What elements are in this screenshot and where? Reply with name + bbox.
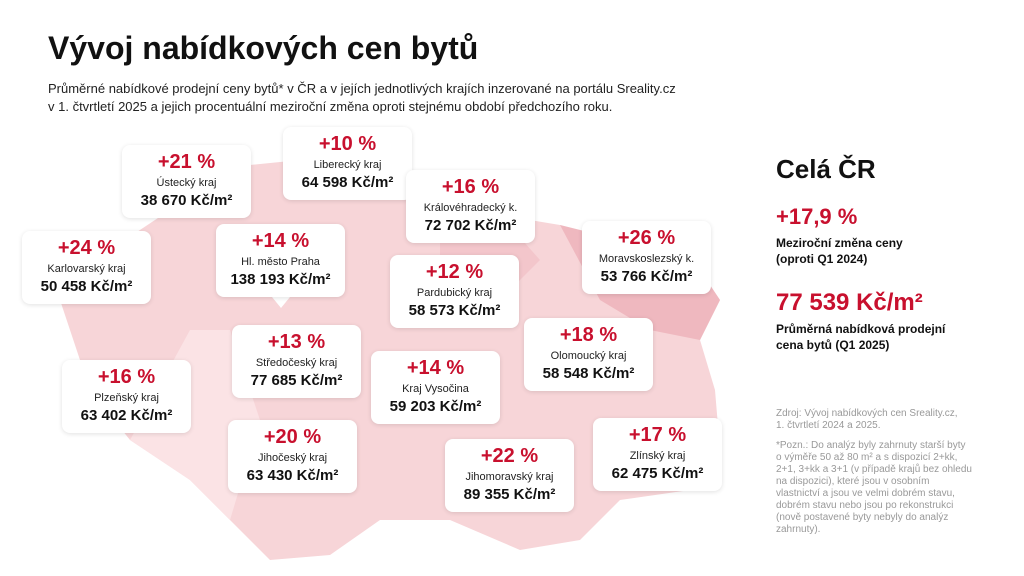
region-name: Plzeňský kraj: [94, 392, 159, 404]
note: *Pozn.: Do analýz byly zahrnuty starší b…: [776, 440, 966, 451]
region-price: 62 475 Kč/m²: [611, 465, 704, 482]
summary-title: Celá ČR: [776, 154, 876, 184]
region-price: 63 430 Kč/m²: [246, 467, 339, 484]
summary-label: Průměrná nabídková prodejní: [776, 322, 946, 336]
region-card: +13 % Středočeský kraj 77 685 Kč/m²: [232, 325, 361, 398]
source: Zdroj: Vývoj nabídkových cen Sreality.cz…: [776, 408, 958, 419]
region-change: +16 %: [97, 366, 156, 388]
region-change: +22 %: [480, 445, 539, 467]
region-card: +26 % Moravskoslezský k. 53 766 Kč/m²: [582, 221, 711, 294]
region-price: 58 573 Kč/m²: [408, 302, 501, 319]
region-change: +20 %: [263, 426, 322, 448]
region-price: 53 766 Kč/m²: [600, 268, 693, 285]
region-change: +17 %: [628, 424, 687, 446]
note: (nově postavené byty nebyly do analýz: [776, 512, 949, 523]
summary-label: cena bytů (Q1 2025): [776, 338, 890, 352]
region-card: +16 % Plzeňský kraj 63 402 Kč/m²: [62, 360, 191, 433]
region-card: +16 % Královéhradecký k. 72 702 Kč/m²: [406, 170, 535, 243]
region-price: 64 598 Kč/m²: [301, 174, 394, 191]
region-name: Jihomoravský kraj: [465, 471, 554, 483]
region-name: Středočeský kraj: [255, 357, 338, 369]
subtitle: Průměrné nabídkové prodejní ceny bytů* v…: [48, 81, 676, 96]
region-name: Karlovarský kraj: [47, 263, 126, 275]
subtitle: v 1. čtvrtletí 2025 a jejich procentuáln…: [48, 99, 613, 114]
footnotes: Zdroj: Vývoj nabídkových cen Sreality.cz…: [776, 408, 972, 536]
region-change: +12 %: [425, 261, 484, 283]
region-price: 38 670 Kč/m²: [140, 192, 233, 209]
region-change: +26 %: [617, 227, 676, 249]
region-price: 77 685 Kč/m²: [250, 372, 343, 389]
region-change: +21 %: [157, 151, 216, 173]
note: o výměře 50 až 80 m² a s dispozicí 2+kk,: [776, 452, 958, 463]
region-card: +14 % Hl. město Praha 138 193 Kč/m²: [216, 224, 345, 297]
region-name: Zlínský kraj: [629, 450, 686, 462]
region-price: 89 355 Kč/m²: [463, 486, 556, 503]
region-name: Pardubický kraj: [416, 287, 493, 299]
note: 2+1, 3+kk a 3+1 (v případě krajů bez ohl…: [776, 464, 972, 475]
region-name: Liberecký kraj: [313, 159, 382, 171]
note: vlastnictví a jsou ve velmi dobrém stavu…: [776, 488, 955, 499]
source: 1. čtvrtletí 2024 a 2025.: [776, 420, 881, 431]
title: Vývoj nabídkových cen bytů: [48, 30, 479, 66]
region-shade: [130, 330, 260, 520]
region-change: +18 %: [559, 324, 618, 346]
region-card: +14 % Kraj Vysočina 59 203 Kč/m²: [371, 351, 500, 424]
note: na dispozici), které jsou v osobním: [776, 476, 930, 487]
region-name: Olomoucký kraj: [550, 350, 627, 362]
region-card: +12 % Pardubický kraj 58 573 Kč/m²: [390, 255, 519, 328]
region-card: +10 % Liberecký kraj 64 598 Kč/m²: [283, 127, 412, 200]
region-card: +21 % Ústecký kraj 38 670 Kč/m²: [122, 145, 251, 218]
region-price: 63 402 Kč/m²: [80, 407, 173, 424]
note: zahrnuty).: [776, 524, 821, 535]
region-name: Kraj Vysočina: [402, 383, 469, 395]
region-name: Moravskoslezský k.: [598, 253, 695, 265]
region-card: +17 % Zlínský kraj 62 475 Kč/m²: [593, 418, 722, 491]
region-price: 58 548 Kč/m²: [542, 365, 635, 382]
region-price: 72 702 Kč/m²: [424, 217, 517, 234]
note: dobrém stavu nebo jsou po rekonstrukci: [776, 500, 954, 511]
region-card: +22 % Jihomoravský kraj 89 355 Kč/m²: [445, 439, 574, 512]
region-card: +18 % Olomoucký kraj 58 548 Kč/m²: [524, 318, 653, 391]
region-card: +20 % Jihočeský kraj 63 430 Kč/m²: [228, 420, 357, 493]
region-name: Ústecký kraj: [156, 177, 217, 189]
region-change: +10 %: [318, 133, 377, 155]
region-change: +24 %: [57, 237, 116, 259]
region-price: 138 193 Kč/m²: [230, 271, 331, 288]
praha-pointer: [272, 297, 290, 308]
region-card: +24 % Karlovarský kraj 50 458 Kč/m²: [22, 231, 151, 304]
region-change: +14 %: [406, 357, 465, 379]
summary-price: 77 539 Kč/m²: [776, 289, 923, 316]
region-name: Hl. město Praha: [241, 256, 320, 268]
summary-change: +17,9 %: [776, 204, 858, 229]
summary-label: (oproti Q1 2024): [776, 252, 868, 266]
region-change: +16 %: [441, 176, 500, 198]
region-name: Královéhradecký k.: [423, 202, 518, 214]
spacer: [776, 432, 972, 440]
summary-label: Meziroční změna ceny: [776, 236, 903, 250]
region-change: +13 %: [267, 331, 326, 353]
region-price: 50 458 Kč/m²: [40, 278, 133, 295]
region-price: 59 203 Kč/m²: [389, 398, 482, 415]
region-name: Jihočeský kraj: [257, 452, 328, 464]
region-change: +14 %: [251, 230, 310, 252]
